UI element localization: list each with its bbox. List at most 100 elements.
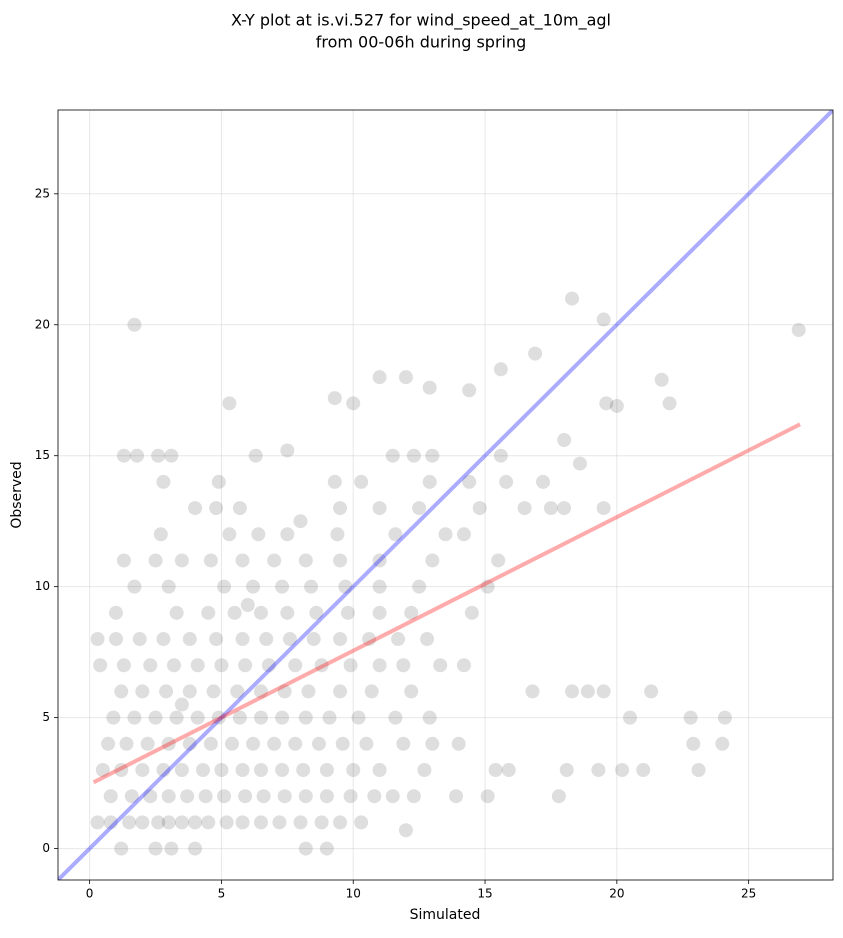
point [161, 736, 176, 751]
point [288, 736, 303, 751]
point [277, 789, 292, 804]
point [132, 632, 147, 647]
point [372, 658, 387, 673]
point [491, 553, 506, 568]
point [148, 710, 163, 725]
point [95, 763, 110, 777]
point [528, 346, 543, 361]
point [591, 763, 606, 777]
point [330, 527, 345, 542]
point [364, 684, 379, 699]
point [623, 710, 638, 725]
points [90, 291, 806, 856]
point [388, 527, 403, 542]
point [174, 697, 189, 712]
point [396, 658, 411, 673]
point [322, 710, 337, 725]
point [327, 474, 342, 489]
point [340, 605, 355, 620]
point [351, 710, 366, 725]
point [127, 317, 142, 332]
point [90, 632, 105, 647]
point [306, 632, 321, 647]
point [433, 658, 448, 673]
point [114, 763, 129, 777]
point [551, 789, 566, 804]
point [156, 474, 171, 489]
x-axis-label: Simulated [410, 907, 481, 923]
point [346, 396, 361, 411]
point [217, 789, 232, 804]
point [235, 763, 250, 777]
point [251, 527, 266, 542]
point [493, 448, 508, 463]
y-axis-label: Observed [9, 461, 25, 528]
point [596, 684, 611, 699]
x-tick-label: 25 [741, 887, 756, 901]
point [488, 763, 503, 777]
point [248, 448, 263, 463]
point [304, 579, 319, 594]
point [182, 632, 197, 647]
point [259, 632, 274, 647]
point [161, 789, 176, 804]
point [536, 474, 551, 489]
point [372, 579, 387, 594]
point [314, 658, 329, 673]
point [636, 763, 651, 777]
point [372, 763, 387, 777]
point [293, 514, 308, 529]
chart-title: X-Y plot at is.vi.527 for wind_speed_at_… [231, 11, 611, 31]
point [293, 815, 308, 830]
point [385, 789, 400, 804]
fit-line [92, 422, 801, 785]
point [135, 684, 150, 699]
point [717, 710, 732, 725]
point [412, 579, 427, 594]
point [153, 527, 168, 542]
point [543, 501, 558, 516]
point [333, 815, 348, 830]
point [298, 789, 313, 804]
point [298, 841, 313, 856]
point [565, 291, 580, 306]
point [372, 370, 387, 385]
chart-subtitle: from 00-06h during spring [316, 33, 527, 52]
point [174, 553, 189, 568]
point [451, 736, 466, 751]
x-tick-label: 10 [346, 887, 361, 901]
point [615, 763, 630, 777]
point [164, 448, 179, 463]
grid [54, 110, 833, 884]
point [580, 684, 595, 699]
point [203, 736, 218, 751]
point [464, 605, 479, 620]
point [404, 605, 419, 620]
y-tick-label: 5 [42, 710, 50, 724]
point [116, 553, 131, 568]
lines [58, 110, 833, 880]
point [166, 658, 181, 673]
point [280, 443, 295, 458]
y-tick-label: 15 [35, 448, 50, 462]
point [182, 684, 197, 699]
point [280, 527, 295, 542]
point [346, 763, 361, 777]
point [311, 736, 326, 751]
point [343, 658, 358, 673]
point [224, 736, 239, 751]
point [609, 398, 624, 413]
point [267, 736, 282, 751]
point [319, 763, 334, 777]
point [214, 763, 229, 777]
point [122, 815, 137, 830]
point [127, 710, 142, 725]
point [253, 605, 268, 620]
x-tick-label: 20 [609, 887, 624, 901]
point [596, 501, 611, 516]
point [404, 684, 419, 699]
point [354, 474, 369, 489]
point [201, 815, 216, 830]
point [214, 658, 229, 673]
point [227, 605, 242, 620]
